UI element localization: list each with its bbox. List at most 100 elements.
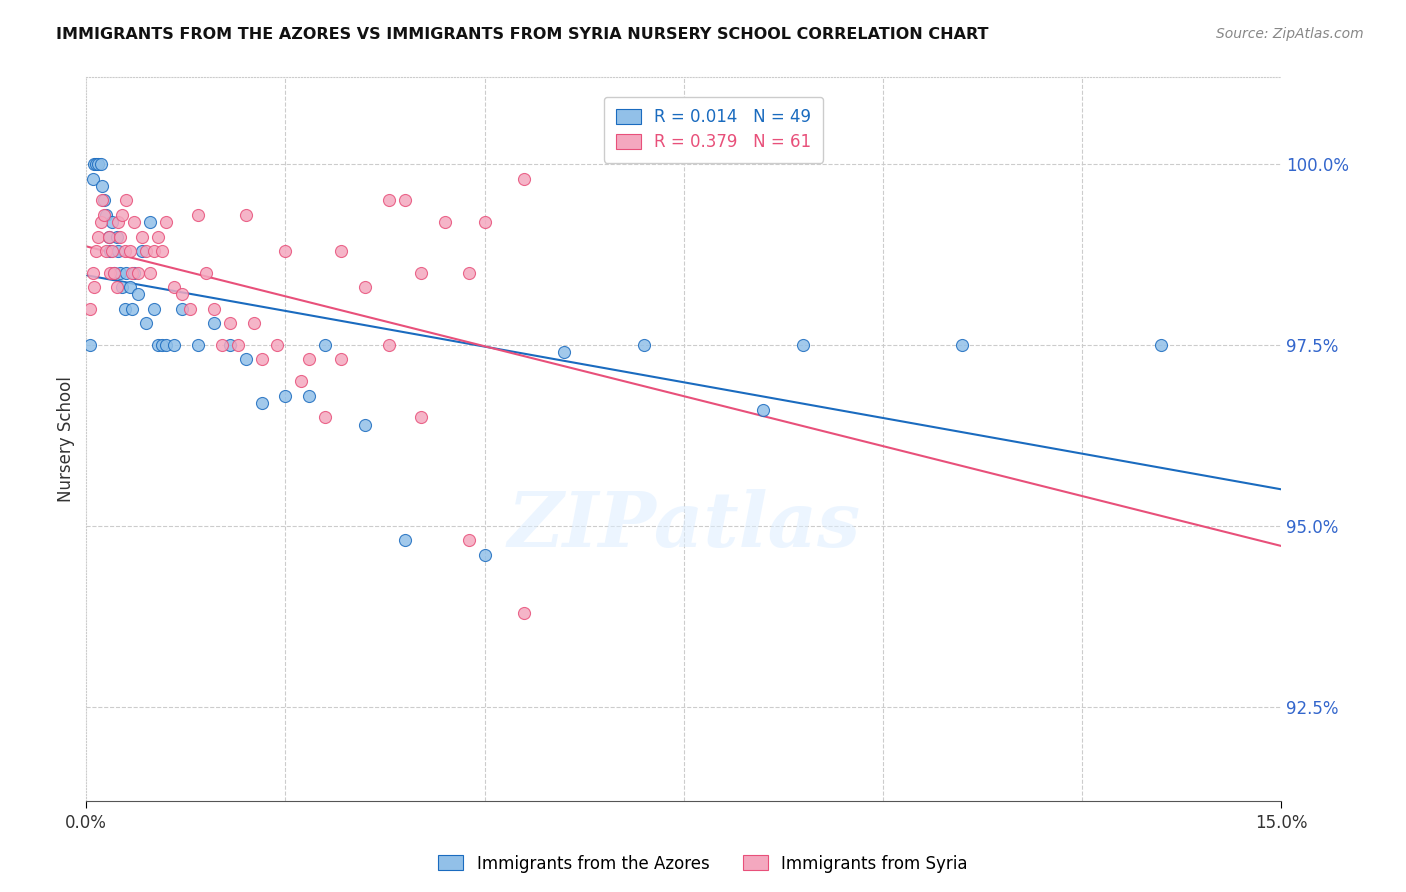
Point <box>211 338 233 352</box>
Legend: R = 0.014   N = 49, R = 0.379   N = 61: R = 0.014 N = 49, R = 0.379 N = 61 <box>605 96 823 162</box>
Point <box>111 208 134 222</box>
Point <box>1150 338 1173 352</box>
Point <box>202 316 225 330</box>
Point <box>950 338 973 352</box>
Point <box>121 266 143 280</box>
Point <box>202 301 225 316</box>
Point <box>111 280 134 294</box>
Point <box>87 229 110 244</box>
Point <box>409 410 432 425</box>
Legend: Immigrants from the Azores, Immigrants from Syria: Immigrants from the Azores, Immigrants f… <box>432 848 974 880</box>
Point <box>105 280 128 294</box>
Point <box>82 266 104 280</box>
Text: Source: ZipAtlas.com: Source: ZipAtlas.com <box>1216 27 1364 41</box>
Point <box>98 244 121 258</box>
Point <box>235 352 257 367</box>
Point <box>250 396 273 410</box>
Point <box>250 352 273 367</box>
Point <box>115 266 138 280</box>
Point <box>143 244 166 258</box>
Point <box>114 244 136 258</box>
Point <box>194 266 217 280</box>
Point <box>96 244 118 258</box>
Point <box>394 194 416 208</box>
Point <box>97 229 120 244</box>
Point <box>226 338 249 352</box>
Point <box>103 266 125 280</box>
Point <box>290 374 312 388</box>
Point <box>155 215 177 229</box>
Point <box>83 280 105 294</box>
Point <box>314 410 336 425</box>
Point <box>330 352 353 367</box>
Point <box>354 280 377 294</box>
Point <box>96 208 118 222</box>
Point <box>163 338 186 352</box>
Point <box>139 266 162 280</box>
Point <box>127 266 149 280</box>
Point <box>752 403 775 417</box>
Point <box>84 244 107 258</box>
Point <box>409 266 432 280</box>
Point <box>79 338 101 352</box>
Point <box>107 215 129 229</box>
Point <box>98 266 121 280</box>
Point <box>115 194 138 208</box>
Text: IMMIGRANTS FROM THE AZORES VS IMMIGRANTS FROM SYRIA NURSERY SCHOOL CORRELATION C: IMMIGRANTS FROM THE AZORES VS IMMIGRANTS… <box>56 27 988 42</box>
Point <box>103 266 125 280</box>
Point <box>101 244 124 258</box>
Point <box>433 215 456 229</box>
Point <box>394 533 416 548</box>
Point <box>108 266 131 280</box>
Point <box>108 229 131 244</box>
Point <box>87 157 110 171</box>
Point <box>107 244 129 258</box>
Point <box>146 229 169 244</box>
Point <box>314 338 336 352</box>
Point <box>170 287 193 301</box>
Point <box>101 215 124 229</box>
Point <box>474 215 496 229</box>
Point <box>163 280 186 294</box>
Point <box>274 244 297 258</box>
Point <box>131 244 153 258</box>
Point <box>298 352 321 367</box>
Point <box>83 157 105 171</box>
Point <box>298 388 321 402</box>
Point <box>127 287 149 301</box>
Point <box>179 301 201 316</box>
Point <box>513 606 536 620</box>
Point <box>187 208 209 222</box>
Point <box>330 244 353 258</box>
Point <box>378 194 401 208</box>
Point <box>131 229 153 244</box>
Point <box>91 178 114 193</box>
Point <box>90 215 112 229</box>
Point <box>121 301 143 316</box>
Point <box>122 266 145 280</box>
Point <box>122 215 145 229</box>
Point <box>105 229 128 244</box>
Point <box>266 338 288 352</box>
Point <box>82 171 104 186</box>
Text: ZIPatlas: ZIPatlas <box>508 489 860 563</box>
Point <box>170 301 193 316</box>
Point <box>218 338 240 352</box>
Point <box>187 338 209 352</box>
Point <box>135 316 157 330</box>
Y-axis label: Nursery School: Nursery School <box>58 376 75 502</box>
Point <box>553 345 575 359</box>
Point <box>93 208 115 222</box>
Point <box>135 244 157 258</box>
Point <box>155 338 177 352</box>
Point <box>235 208 257 222</box>
Point <box>457 533 479 548</box>
Point <box>93 194 115 208</box>
Point <box>150 338 173 352</box>
Point <box>457 266 479 280</box>
Point <box>114 301 136 316</box>
Point <box>79 301 101 316</box>
Point <box>143 301 166 316</box>
Point <box>91 194 114 208</box>
Point <box>633 338 655 352</box>
